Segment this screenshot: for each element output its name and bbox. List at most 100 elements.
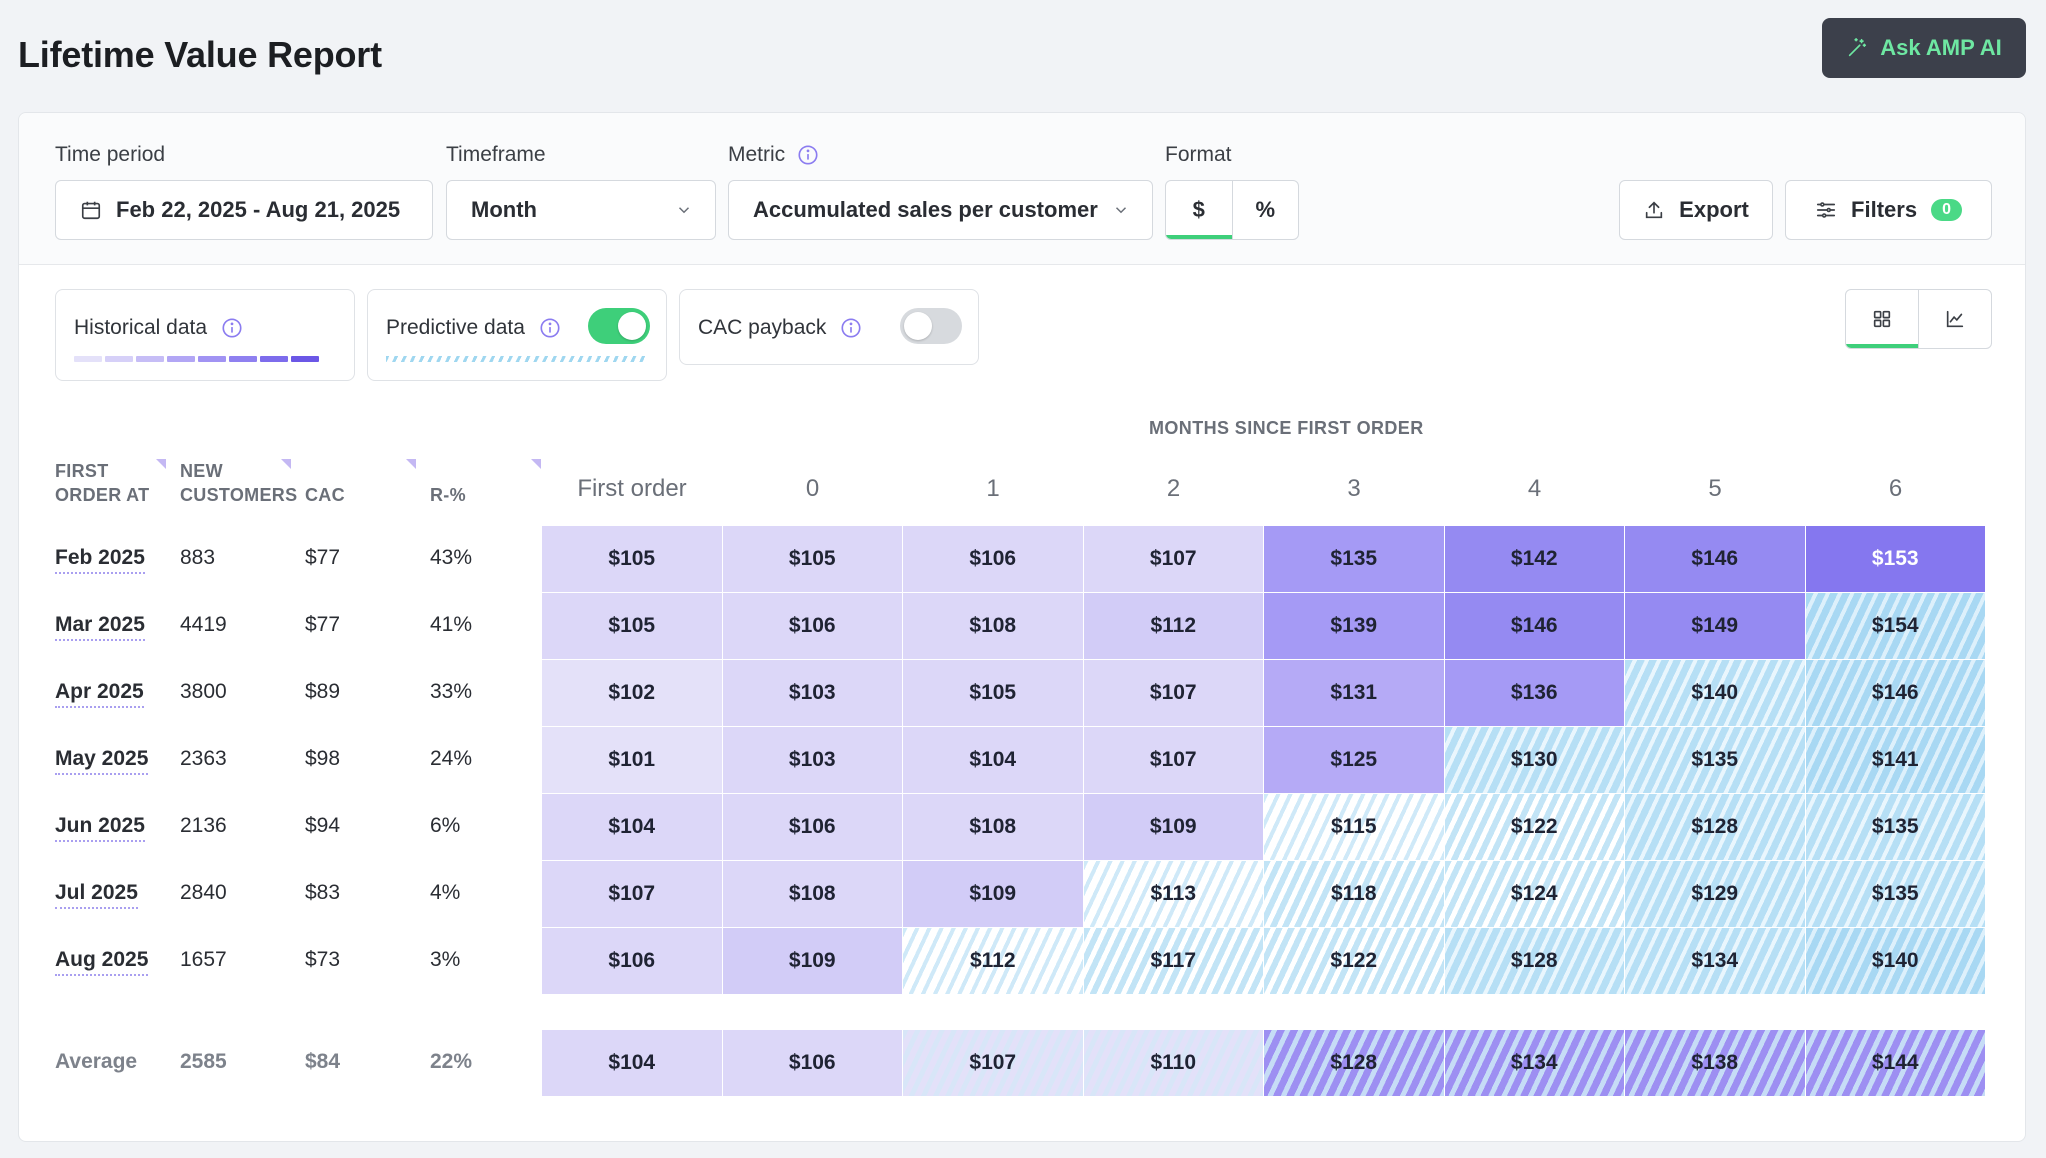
ltv-cell[interactable]: $107 — [1083, 727, 1263, 793]
ltv-cell[interactable]: $102 — [542, 660, 722, 726]
sort-indicator-icon[interactable] — [156, 459, 166, 469]
ltv-cell[interactable]: $149 — [1625, 593, 1805, 659]
ltv-cell[interactable]: $112 — [903, 928, 1083, 994]
ltv-cell[interactable]: $104 — [542, 794, 722, 860]
ltv-cell[interactable]: $107 — [1083, 660, 1263, 726]
average-ltv-cell[interactable]: $106 — [722, 1030, 902, 1096]
ltv-cell[interactable]: $105 — [542, 593, 722, 659]
sort-indicator-icon[interactable] — [406, 459, 416, 469]
ltv-cell[interactable]: $130 — [1444, 727, 1624, 793]
month-header-0: 0 — [805, 475, 820, 502]
ltv-cell[interactable]: $107 — [542, 861, 722, 927]
ltv-cell[interactable]: $128 — [1625, 794, 1805, 860]
timeframe-select[interactable]: Month — [446, 180, 716, 240]
sort-indicator-icon[interactable] — [531, 459, 541, 469]
time-period-value: Feb 22, 2025 - Aug 21, 2025 — [116, 197, 401, 222]
ltv-cell[interactable]: $135 — [1625, 727, 1805, 793]
average-ltv-cell[interactable]: $104 — [542, 1030, 722, 1096]
ltv-cell[interactable]: $153 — [1805, 526, 1985, 592]
export-button[interactable]: Export — [1619, 180, 1773, 240]
ltv-cell[interactable]: $154 — [1805, 593, 1985, 659]
ltv-cell[interactable]: $106 — [722, 794, 902, 860]
format-percent-button[interactable]: % — [1231, 181, 1299, 239]
average-ltv-cell[interactable]: $110 — [1083, 1030, 1263, 1096]
average-ltv-cell[interactable]: $128 — [1264, 1030, 1444, 1096]
grid-view-button[interactable] — [1846, 290, 1918, 348]
ltv-cell[interactable]: $107 — [1083, 526, 1263, 592]
average-ltv-cell[interactable]: $144 — [1805, 1030, 1985, 1096]
ltv-cell[interactable]: $139 — [1264, 593, 1444, 659]
ltv-cell[interactable]: $112 — [1083, 593, 1263, 659]
ltv-cell[interactable]: $103 — [722, 660, 902, 726]
metric-select[interactable]: Accumulated sales per customer — [728, 180, 1153, 240]
average-cac: $84 — [305, 1050, 341, 1073]
cohort-label[interactable]: Jul 2025 — [55, 881, 138, 909]
ltv-cell[interactable]: $118 — [1264, 861, 1444, 927]
info-icon[interactable] — [797, 144, 819, 166]
predictive-data-toggle[interactable] — [588, 308, 650, 344]
ltv-cell[interactable]: $108 — [903, 593, 1083, 659]
ltv-cell[interactable]: $135 — [1805, 794, 1985, 860]
info-icon[interactable] — [539, 317, 561, 339]
ltv-cell[interactable]: $131 — [1264, 660, 1444, 726]
col-cac: CAC — [305, 485, 345, 505]
ltv-cell[interactable]: $105 — [542, 526, 722, 592]
filters-button[interactable]: Filters 0 — [1785, 180, 1992, 240]
ltv-cell[interactable]: $106 — [542, 928, 722, 994]
ltv-cell[interactable]: $134 — [1625, 928, 1805, 994]
r-pct-value: 6% — [430, 814, 461, 837]
cohort-label[interactable]: May 2025 — [55, 747, 149, 775]
ltv-cell[interactable]: $129 — [1625, 861, 1805, 927]
months-since-first-order-title: MONTHS SINCE FIRST ORDER — [1149, 418, 1424, 438]
ltv-cell[interactable]: $103 — [722, 727, 902, 793]
ltv-cell[interactable]: $105 — [903, 660, 1083, 726]
ltv-cell[interactable]: $122 — [1264, 928, 1444, 994]
info-icon[interactable] — [221, 317, 243, 339]
format-dollar-button[interactable]: $ — [1166, 181, 1232, 239]
ltv-cell[interactable]: $113 — [1083, 861, 1263, 927]
ltv-cell[interactable]: $104 — [903, 727, 1083, 793]
ltv-cell[interactable]: $109 — [903, 861, 1083, 927]
ltv-cell[interactable]: $115 — [1264, 794, 1444, 860]
view-switcher — [1845, 289, 1992, 349]
cohort-label[interactable]: Feb 2025 — [55, 546, 145, 574]
ltv-cell[interactable]: $140 — [1625, 660, 1805, 726]
ltv-cell[interactable]: $105 — [722, 526, 902, 592]
time-period-picker[interactable]: Feb 22, 2025 - Aug 21, 2025 — [55, 180, 433, 240]
chart-view-button[interactable] — [1918, 290, 1991, 348]
ltv-cell[interactable]: $124 — [1444, 861, 1624, 927]
average-ltv-cell[interactable]: $134 — [1444, 1030, 1624, 1096]
ltv-cell[interactable]: $101 — [542, 727, 722, 793]
ask-amp-ai-button[interactable]: Ask AMP AI — [1822, 18, 2026, 78]
ltv-cell[interactable]: $135 — [1805, 861, 1985, 927]
ltv-cell[interactable]: $141 — [1805, 727, 1985, 793]
ltv-cell[interactable]: $106 — [903, 526, 1083, 592]
ltv-cell[interactable]: $109 — [1083, 794, 1263, 860]
ltv-cell[interactable]: $109 — [722, 928, 902, 994]
cohort-label[interactable]: Jun 2025 — [55, 814, 145, 842]
info-icon[interactable] — [840, 317, 862, 339]
ltv-cell[interactable]: $146 — [1805, 660, 1985, 726]
ltv-cell[interactable]: $142 — [1444, 526, 1624, 592]
cac-payback-toggle[interactable] — [900, 308, 962, 344]
ltv-cell[interactable]: $146 — [1625, 526, 1805, 592]
cohort-label[interactable]: Apr 2025 — [55, 680, 144, 708]
average-ltv-cell[interactable]: $138 — [1625, 1030, 1805, 1096]
average-ltv-cell[interactable]: $107 — [903, 1030, 1083, 1096]
ltv-cell[interactable]: $128 — [1444, 928, 1624, 994]
sort-indicator-icon[interactable] — [281, 459, 291, 469]
ltv-cell[interactable]: $140 — [1805, 928, 1985, 994]
ltv-cell[interactable]: $136 — [1444, 660, 1624, 726]
ltv-cell[interactable]: $108 — [722, 861, 902, 927]
ltv-cell[interactable]: $117 — [1083, 928, 1263, 994]
ltv-cell[interactable]: $122 — [1444, 794, 1624, 860]
cohort-label[interactable]: Mar 2025 — [55, 613, 145, 641]
cac-value: $83 — [305, 881, 341, 904]
cohort-label[interactable]: Aug 2025 — [55, 948, 149, 976]
ltv-cell[interactable]: $146 — [1444, 593, 1624, 659]
ltv-cell[interactable]: $135 — [1264, 526, 1444, 592]
ltv-cell[interactable]: $106 — [722, 593, 902, 659]
ltv-cell[interactable]: $125 — [1264, 727, 1444, 793]
r-pct-value: 3% — [430, 948, 461, 971]
ltv-cell[interactable]: $108 — [903, 794, 1083, 860]
